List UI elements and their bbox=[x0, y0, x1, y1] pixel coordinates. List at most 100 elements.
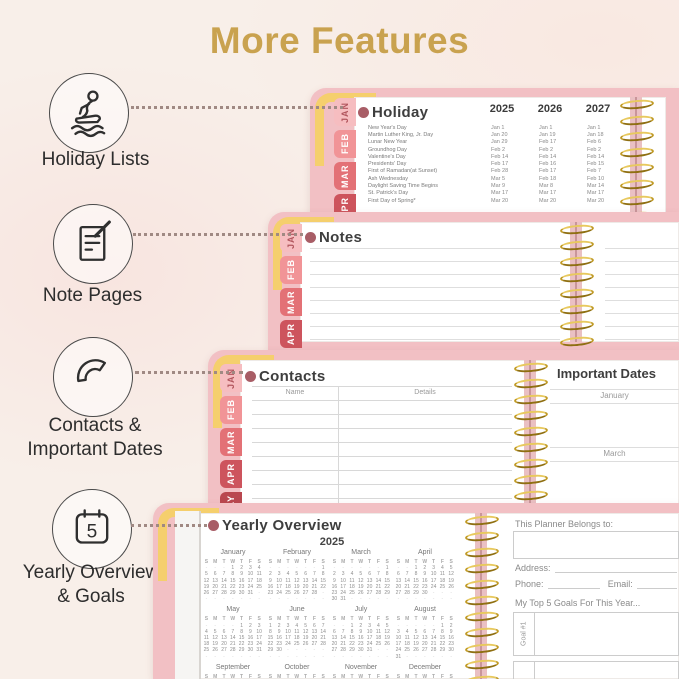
planner-yearly: Yearly Overview 2025 January S M T W T F S - - -1 2… bbox=[153, 503, 679, 679]
address-label: Address: bbox=[515, 563, 551, 573]
spiral-coil-icon bbox=[513, 441, 549, 454]
holiday-row: First of Ramadan(at Sunset) Feb 28 Feb 17 F… bbox=[368, 168, 670, 175]
month-tab-feb: FEB bbox=[334, 130, 356, 158]
holiday-date: Mar 9 bbox=[491, 183, 506, 190]
holiday-date: Mar 20 bbox=[491, 197, 509, 204]
belongs-box bbox=[513, 531, 679, 559]
month-tabs: JAN FEB MAR APR bbox=[280, 224, 302, 348]
mini-month-april: April S M T W T F S - -1 2 3 4 5 6 7 8 9 10 11 12 13 14 15 16 17 1… bbox=[395, 549, 454, 603]
connector-holiday bbox=[131, 106, 343, 109]
month-tab-mar: MAR bbox=[334, 162, 356, 190]
holiday-date: Feb 2 bbox=[587, 146, 602, 153]
note-lines-left bbox=[310, 248, 560, 346]
month-tab-feb: FEB bbox=[220, 396, 242, 424]
contacts-title: Contacts bbox=[259, 368, 326, 385]
holiday-date: Jan 1 bbox=[539, 124, 553, 131]
mini-month-december: DecemberSMTWTFS-123456789101112131415161… bbox=[396, 663, 453, 679]
notes-title: Notes bbox=[319, 229, 363, 246]
binding-spine bbox=[524, 360, 536, 506]
spiral-coil-icon bbox=[513, 377, 549, 390]
holiday-date: Mar 17 bbox=[539, 190, 557, 197]
month-tab-feb: FEB bbox=[280, 256, 302, 284]
holiday-name: First of Ramadan(at Sunset) bbox=[368, 168, 438, 175]
important-dates-title: Important Dates bbox=[557, 366, 656, 381]
holiday-date: Feb 14 bbox=[539, 153, 557, 160]
phone-email-row: Phone: Email: bbox=[515, 577, 677, 589]
mini-month-january: January S M T W T F S - - -1 2 3 4 5 6 7 8 9 10 11 12 13 14 15 16… bbox=[203, 549, 262, 603]
holiday-row: Martin Luther King, Jr. Day Jan 20 Jan 19 J… bbox=[368, 131, 670, 138]
spiral-coil-icon bbox=[464, 546, 500, 559]
holiday-date: Feb 14 bbox=[587, 153, 605, 160]
holiday-date: Feb 28 bbox=[491, 168, 509, 175]
connector-contacts bbox=[135, 371, 243, 374]
important-dates-section-january: January bbox=[600, 391, 629, 400]
spiral-coil-icon bbox=[464, 578, 500, 591]
mini-month-march: March S M T W T F S - - - - - -1 2 3 4 5 6 7 8 9 10 11 12 13 14 15 1… bbox=[331, 549, 390, 603]
spiral-coil-icon bbox=[513, 425, 549, 438]
spiral-coil-icon bbox=[464, 514, 500, 527]
goals-title: My Top 5 Goals For This Year... bbox=[515, 598, 641, 608]
mini-month-february: February S M T W T F S - - - - - -1 2 3 4 5 6 7 8 9 10 11 12 13 14… bbox=[267, 549, 326, 603]
address-row: Address: bbox=[515, 561, 677, 573]
holiday-row: Valentine's Day Feb 14 Feb 14 Feb 14 bbox=[368, 153, 670, 160]
holiday-date: Jan 1 bbox=[491, 124, 505, 131]
spiral-coil-icon bbox=[513, 393, 549, 406]
holiday-date: Jan 20 bbox=[491, 131, 508, 138]
year-2025: 2025 bbox=[489, 103, 515, 115]
holiday-row: First Day of Spring* Mar 20 Mar 20 Mar 20 bbox=[368, 197, 670, 204]
binding-spine bbox=[630, 97, 642, 218]
holiday-name: Groundhog Day bbox=[368, 146, 407, 153]
holiday-year-headers: 2025 2026 2027 bbox=[368, 103, 622, 115]
feature-label-yearly: Yearly Overview & Goals bbox=[0, 561, 182, 609]
connector-notes bbox=[133, 233, 303, 236]
holiday-date: Feb 7 bbox=[587, 168, 602, 175]
spiral-coil-icon bbox=[559, 319, 595, 332]
holiday-date: Feb 17 bbox=[491, 161, 509, 168]
phone-label: Phone: bbox=[515, 579, 544, 589]
feature-circle-holiday bbox=[49, 73, 129, 153]
feature-label-holiday: Holiday Lists bbox=[41, 149, 150, 170]
spiral-coil-icon bbox=[464, 530, 500, 543]
email-line bbox=[636, 577, 677, 589]
month-tab-mar: MAR bbox=[280, 288, 302, 316]
holiday-date: Feb 17 bbox=[539, 139, 557, 146]
note-lines-right bbox=[605, 248, 679, 346]
feature-circle-yearly: 5 bbox=[52, 489, 132, 569]
holiday-date: Feb 18 bbox=[539, 175, 557, 182]
page-stack-edge bbox=[175, 511, 201, 679]
goal-1-label: Goal #1 bbox=[520, 621, 528, 647]
goal-2-side bbox=[514, 662, 535, 679]
month-tab-jan: JAN bbox=[220, 364, 242, 392]
calendar-5-icon: 5 bbox=[75, 509, 109, 544]
holiday-date: Feb 2 bbox=[539, 146, 554, 153]
month-tabs: JANFEBMARAPRMAY bbox=[220, 364, 242, 520]
spiral-coil-icon bbox=[619, 98, 655, 111]
holiday-name: St. Patrick's Day bbox=[368, 190, 409, 197]
month-tabs: JAN FEB MAR APR bbox=[334, 98, 356, 222]
holiday-date: Mar 5 bbox=[491, 175, 506, 182]
feature-label-contacts-line1: Contacts & bbox=[48, 415, 142, 436]
mini-month-november: NovemberSMTWTFS------1234567891011121314… bbox=[332, 663, 389, 679]
holiday-date: Jan 1 bbox=[587, 124, 601, 131]
year-2026: 2026 bbox=[537, 103, 563, 115]
important-dates-section-march: March bbox=[603, 449, 626, 458]
holiday-date: Feb 15 bbox=[587, 161, 605, 168]
holiday-row: Groundhog Day Feb 2 Feb 2 Feb 2 bbox=[368, 146, 670, 153]
feature-label-contacts-line2: Important Dates bbox=[27, 439, 163, 460]
divider bbox=[550, 461, 679, 462]
holiday-title: Holiday bbox=[372, 104, 429, 121]
planner-contacts: JANFEBMARAPRMAY Contacts Name Details Im… bbox=[208, 350, 679, 520]
spiral-coil-icon bbox=[464, 674, 500, 679]
mini-month-september: SeptemberSMTWTFS-12345678910111213141516… bbox=[204, 663, 261, 679]
spiral-coil-icon bbox=[559, 271, 595, 284]
belongs-label: This Planner Belongs to: bbox=[515, 519, 614, 529]
goal-1-box: Goal #1 bbox=[513, 612, 679, 656]
year-2027: 2027 bbox=[585, 103, 611, 115]
yearly-calendar-grid: January S M T W T F S - - -1 2 3 4 5 6 7 8 9 10 11 12 13 14 15 16… bbox=[202, 549, 458, 679]
holiday-name: Martin Luther King, Jr. Day bbox=[368, 131, 434, 138]
holiday-date: Jan 29 bbox=[491, 139, 508, 146]
holiday-row: New Year's Day Jan 1 Jan 1 Jan 1 bbox=[368, 124, 670, 131]
contacts-col-name: Name bbox=[285, 389, 305, 396]
address-line bbox=[554, 561, 677, 573]
mini-month-october: OctoberSMTWTFS---12345678910111213141516… bbox=[268, 663, 325, 679]
